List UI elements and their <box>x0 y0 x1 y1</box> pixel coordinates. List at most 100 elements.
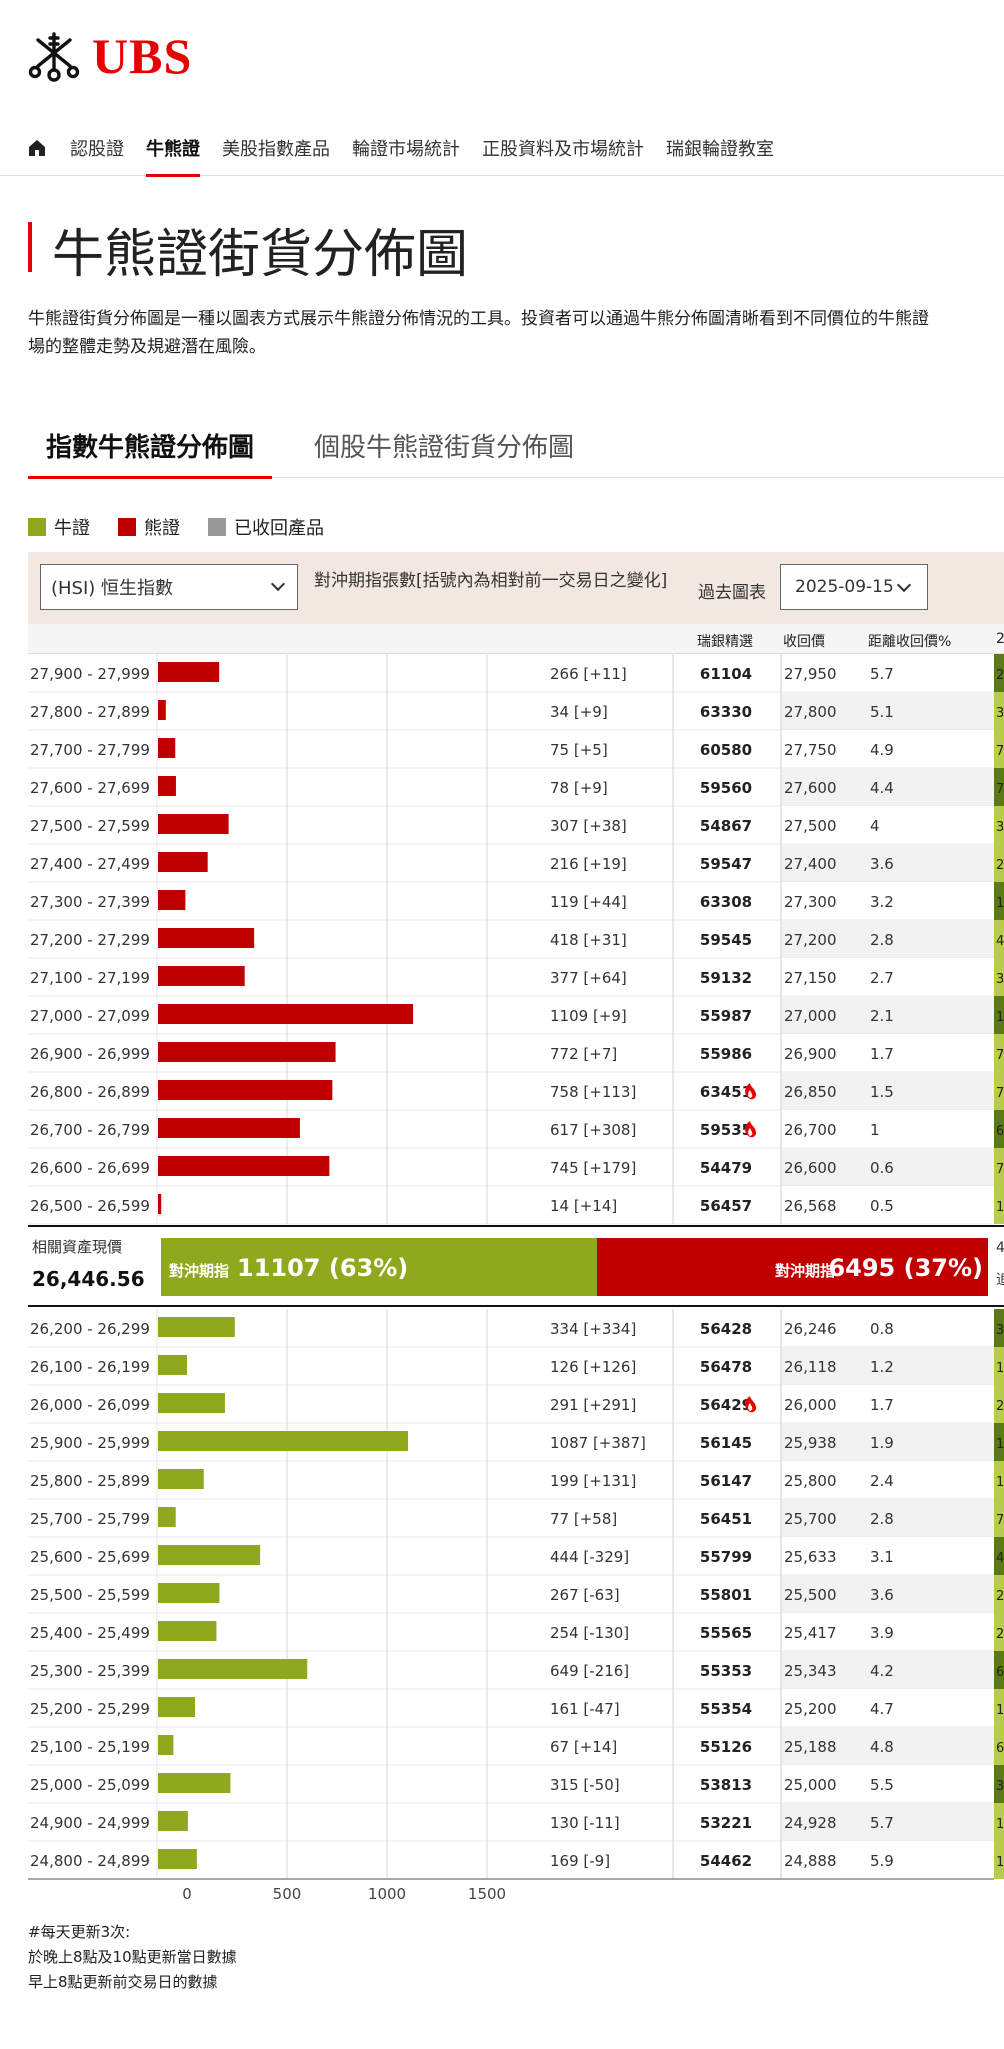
bull-pick-code: 56429 <box>700 1396 752 1414</box>
bear-pick-code: 56457 <box>700 1197 752 1215</box>
bear-call-price: 27,150 <box>784 969 837 987</box>
bull-bar <box>158 1469 204 1489</box>
bear-pick-code: 60580 <box>700 741 752 759</box>
bull-count-label: 334 [+334] <box>550 1320 636 1338</box>
bear-pick-code: 59547 <box>700 855 752 873</box>
bear-swatch <box>118 518 136 536</box>
asset-price: 26,446.56 <box>32 1267 145 1291</box>
bear-hedge-value: 6495 (37%) <box>828 1254 983 1282</box>
bull-distance: 2.8 <box>870 1510 894 1528</box>
bull-distance: 1.7 <box>870 1396 894 1414</box>
bear-range-label: 27,900 - 27,999 <box>30 665 150 683</box>
bear-bar <box>158 1042 336 1062</box>
bull-bar <box>158 1317 235 1337</box>
bull-share-bar <box>161 1238 597 1296</box>
date-select-value: 2025-09-15 <box>795 577 894 597</box>
bear-range-label: 26,700 - 26,799 <box>30 1121 150 1139</box>
bull-range-label: 26,200 - 26,299 <box>30 1320 150 1338</box>
bull-range-label: 25,600 - 25,699 <box>30 1548 150 1566</box>
bear-row-bg <box>781 654 996 692</box>
ubs-logo[interactable]: UBS <box>26 26 192 86</box>
bull-distance: 3.9 <box>870 1624 894 1642</box>
nav-item-education[interactable]: 瑞銀輪證教室 <box>666 138 774 160</box>
date-select[interactable]: 2025-09-15 <box>780 564 928 610</box>
bull-extra-value: 7 <box>996 1513 1004 1528</box>
bull-heat-cell <box>994 1499 1004 1537</box>
note-line-2: 於晚上8點及10點更新當日數據 <box>28 1948 237 1966</box>
bull-call-price: 24,888 <box>784 1852 837 1870</box>
bear-row-bg <box>781 882 996 920</box>
legend-called-label: 已收回產品 <box>234 518 324 539</box>
bear-extra-value: 2 <box>996 668 1004 683</box>
bear-distance: 4.9 <box>870 741 894 759</box>
bear-pick-code: 59535 <box>700 1121 752 1139</box>
bear-row-bg <box>781 1072 996 1110</box>
bull-pick-code: 53221 <box>700 1814 752 1832</box>
bear-distance: 0.6 <box>870 1159 894 1177</box>
bear-heat-cell <box>994 958 1004 996</box>
nav-item-cbbc[interactable]: 牛熊證 <box>146 120 200 177</box>
bull-count-label: 67 [+14] <box>550 1738 617 1756</box>
index-select[interactable]: (HSI) 恒生指數 <box>40 564 298 610</box>
bull-range-label: 24,800 - 24,899 <box>30 1852 150 1870</box>
nav-item-us-index-products[interactable]: 美股指數產品 <box>222 138 330 160</box>
bull-count-label: 267 [-63] <box>550 1586 620 1604</box>
bear-heat-cell <box>994 768 1004 806</box>
bull-distance: 4.7 <box>870 1700 894 1718</box>
bull-count-label: 444 [-329] <box>550 1548 629 1566</box>
bull-range-label: 25,000 - 25,099 <box>30 1776 150 1794</box>
bear-count-label: 307 [+38] <box>550 817 627 835</box>
bear-distance: 1.5 <box>870 1083 894 1101</box>
bull-distance: 4.8 <box>870 1738 894 1756</box>
bull-pick-code: 56145 <box>700 1434 752 1452</box>
bear-distance: 1.7 <box>870 1045 894 1063</box>
bull-distance: 5.5 <box>870 1776 894 1794</box>
nav-item-market-statistics[interactable]: 輪證市場統計 <box>352 138 460 160</box>
home-icon[interactable] <box>26 137 48 159</box>
tab-index-cbbc[interactable]: 指數牛熊證分佈圖 <box>28 412 273 479</box>
bull-pick-code: 56451 <box>700 1510 752 1528</box>
bear-count-label: 266 [+11] <box>550 665 627 683</box>
bull-hedge-prefix: 對沖期指 <box>169 1262 229 1280</box>
bear-extra-value: 3 <box>996 706 1004 721</box>
bull-call-price: 25,800 <box>784 1472 837 1490</box>
bull-row-bg <box>781 1765 996 1803</box>
bull-row-bg <box>781 1385 996 1423</box>
chart-controls: (HSI) 恒生指數 對沖期指張數[括號內為相對前一交易日之變化] 過去圖表 2… <box>28 552 1004 624</box>
bull-heat-cell <box>994 1651 1004 1689</box>
col-call-price: 收回價 <box>783 634 825 650</box>
bull-bar <box>158 1393 225 1413</box>
tab-stock-cbbc[interactable]: 個股牛熊證街貨分佈圖 <box>314 432 575 463</box>
nav-item-warrants[interactable]: 認股證 <box>70 138 124 160</box>
bear-distance: 5.7 <box>870 665 894 683</box>
bear-distance: 4.4 <box>870 779 894 797</box>
bear-pick-code: 63330 <box>700 703 752 721</box>
bear-bar <box>158 966 245 986</box>
bear-bar <box>158 1194 162 1214</box>
bull-extra-value: 3 <box>996 1323 1004 1338</box>
bull-range-label: 25,100 - 25,199 <box>30 1738 150 1756</box>
bear-extra-value: 7 <box>996 744 1004 759</box>
bull-extra-value: 1 <box>996 1475 1004 1490</box>
bull-hedge-value: 11107 (63%) <box>237 1254 408 1282</box>
bear-heat-cell <box>994 806 1004 844</box>
bear-pick-code: 54867 <box>700 817 752 835</box>
nav-item-stock-data[interactable]: 正股資料及市場統計 <box>482 138 644 160</box>
bear-extra-value: 6 <box>996 1124 1004 1139</box>
note-line-3: 早上8點更新前交易日的數據 <box>28 1973 218 1991</box>
bear-extra-value: 3 <box>996 820 1004 835</box>
bear-pick-code: 61104 <box>700 665 752 683</box>
bull-extra-value: 1 <box>996 1361 1004 1376</box>
bear-count-label: 772 [+7] <box>550 1045 617 1063</box>
bull-row-bg <box>781 1309 996 1347</box>
x-tick-label: 500 <box>273 1885 302 1903</box>
hedge-label: 對沖期指張數[括號內為相對前一交易日之變化] <box>314 571 668 591</box>
bear-distance: 0.5 <box>870 1197 894 1215</box>
bear-count-label: 418 [+31] <box>550 931 627 949</box>
col-extra: 2 <box>996 631 1004 647</box>
legend-bear-label: 熊證 <box>144 518 180 539</box>
bull-pick-code: 55353 <box>700 1662 752 1680</box>
bear-pick-code: 59560 <box>700 779 752 797</box>
note-line-1: #每天更新3次: <box>28 1923 131 1941</box>
summary-stub-2: 追 <box>996 1272 1004 1288</box>
